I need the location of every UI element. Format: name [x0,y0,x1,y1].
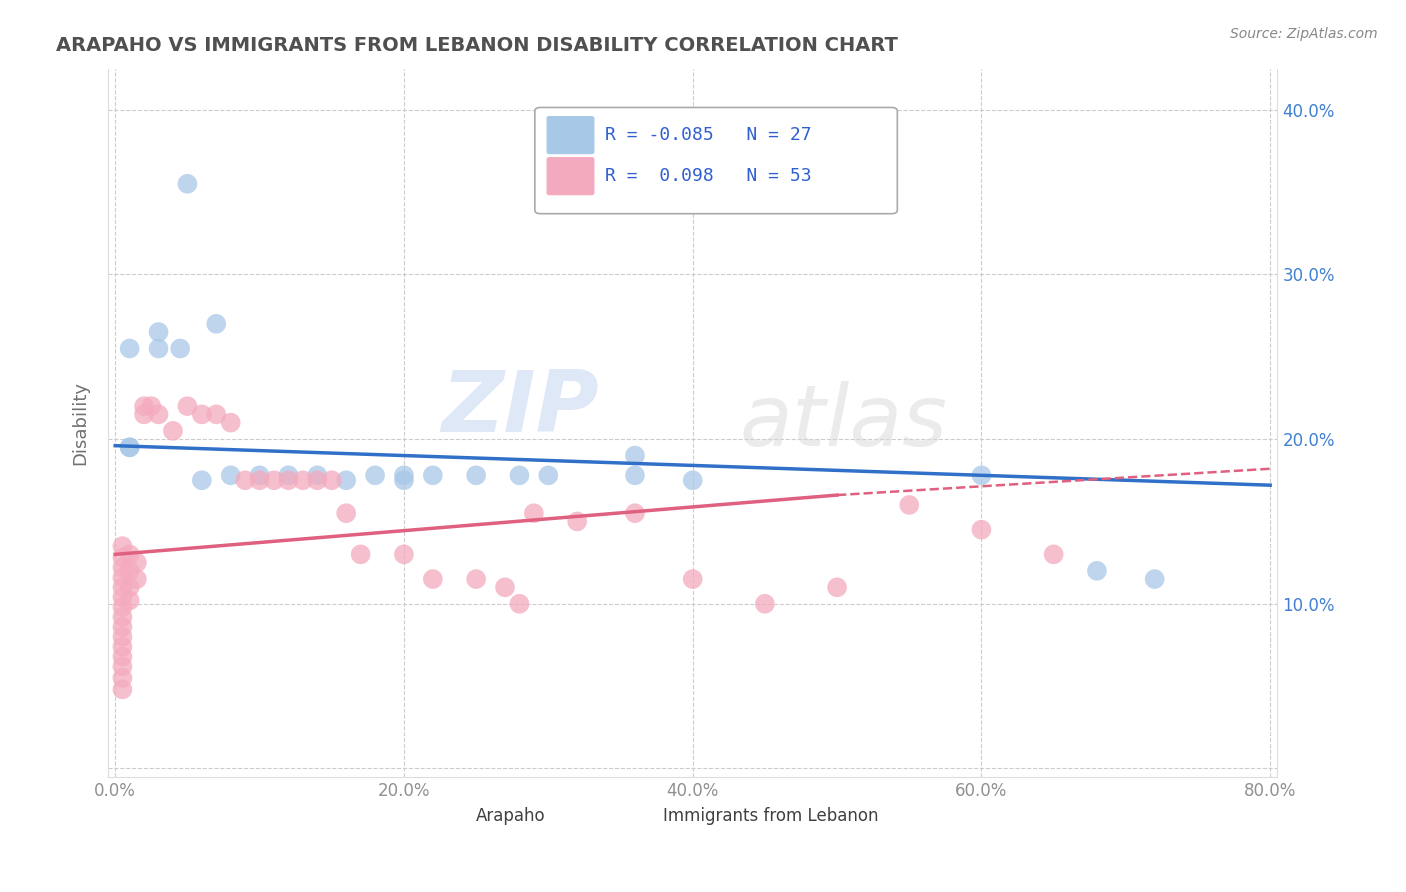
Point [125,572,148,586]
Point [307,468,329,483]
Point [169,342,191,356]
Text: ARAPAHO VS IMMIGRANTS FROM LEBANON DISABILITY CORRELATION CHART: ARAPAHO VS IMMIGRANTS FROM LEBANON DISAB… [56,36,898,54]
Point [335,506,357,520]
Text: R =  0.098   N = 53: R = 0.098 N = 53 [605,167,811,186]
Point [465,468,488,483]
Point [364,468,387,483]
Point [508,468,530,483]
Point [422,468,444,483]
Point [624,449,647,463]
Point [1085,564,1108,578]
Point [111,630,134,644]
Point [523,506,546,520]
Point [754,597,776,611]
FancyBboxPatch shape [432,803,468,829]
Point [111,560,134,574]
Point [111,590,134,604]
Point [624,506,647,520]
Point [118,440,141,454]
Point [350,547,373,561]
Point [125,556,148,570]
Point [682,473,704,487]
Point [118,547,141,561]
FancyBboxPatch shape [534,107,897,214]
Point [205,408,228,422]
Point [392,468,415,483]
Text: R = -0.085   N = 27: R = -0.085 N = 27 [605,126,811,145]
Point [249,473,271,487]
Point [176,399,198,413]
Point [118,593,141,607]
Point [148,342,170,356]
Point [249,468,271,483]
Point [118,580,141,594]
Point [263,473,285,487]
Point [191,473,214,487]
Point [307,473,329,487]
Point [111,610,134,624]
Point [111,659,134,673]
Point [291,473,314,487]
Point [682,572,704,586]
FancyBboxPatch shape [547,157,595,195]
Point [392,547,415,561]
Text: Source: ZipAtlas.com: Source: ZipAtlas.com [1230,27,1378,41]
Point [111,649,134,664]
Point [494,580,516,594]
Point [219,416,242,430]
Point [205,317,228,331]
Point [422,572,444,586]
Point [132,408,155,422]
Point [970,468,993,483]
Point [118,342,141,356]
Point [111,539,134,553]
Point [111,600,134,615]
Point [1042,547,1064,561]
Text: Arapaho: Arapaho [477,806,546,824]
FancyBboxPatch shape [619,803,655,829]
Point [219,468,242,483]
Text: atlas: atlas [740,381,948,464]
Text: ZIP: ZIP [441,367,599,450]
Y-axis label: Disability: Disability [72,381,89,465]
Point [1143,572,1166,586]
Point [465,572,488,586]
Point [111,570,134,584]
Point [321,473,343,487]
Point [148,325,170,339]
Point [132,399,155,413]
Point [277,468,299,483]
Point [118,440,141,454]
Point [162,424,184,438]
Point [537,468,560,483]
Point [111,682,134,697]
Text: Immigrants from Lebanon: Immigrants from Lebanon [664,806,879,824]
FancyBboxPatch shape [547,116,595,154]
Point [111,550,134,565]
Point [118,564,141,578]
Point [176,177,198,191]
Point [111,620,134,634]
Point [111,580,134,594]
Point [141,399,163,413]
Point [508,597,530,611]
Point [898,498,921,512]
Point [191,408,214,422]
Point [277,473,299,487]
Point [148,408,170,422]
Point [970,523,993,537]
Point [335,473,357,487]
Point [233,473,256,487]
Point [392,473,415,487]
Point [567,515,589,529]
Point [111,671,134,685]
Point [825,580,848,594]
Point [111,640,134,654]
Point [624,468,647,483]
